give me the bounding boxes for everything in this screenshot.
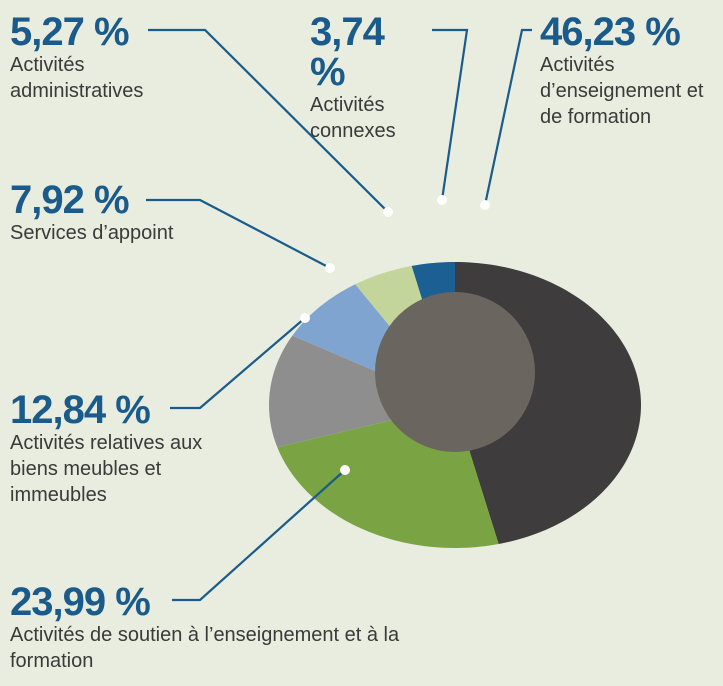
category-label: Activités connexes	[310, 94, 396, 142]
leader-dot	[340, 465, 350, 475]
center-photo	[375, 292, 535, 452]
value-label: 7,92 %	[10, 178, 130, 222]
leader-line	[146, 198, 331, 269]
leader-line	[148, 28, 389, 213]
leader-line	[172, 469, 346, 602]
leader-line	[170, 317, 306, 410]
value-label: 5,27 %	[10, 10, 130, 54]
value-label: 12,84 %	[10, 388, 151, 432]
leader-dot	[325, 263, 335, 273]
category-label: Activités relatives aux biens meubles et…	[10, 432, 203, 506]
slice-label: 12,84 % Activités relatives aux biens meu…	[10, 390, 225, 508]
slice-label: 3,74 % Activités connexes	[310, 12, 420, 144]
slice-label: 46,23 % Activités d’enseignement et de fo…	[540, 12, 720, 130]
leader-line	[483, 28, 532, 206]
leader-line	[432, 28, 469, 201]
leader-dot	[383, 207, 393, 217]
leader-dot	[300, 313, 310, 323]
category-label: Services d’appoint	[10, 222, 174, 244]
slice-label: 7,92 % Services d’appoint	[10, 180, 270, 246]
leader-dot	[437, 195, 447, 205]
slice	[269, 335, 455, 448]
slice-label: 5,27 % Activités administratives	[10, 12, 200, 104]
value-label: 46,23 %	[540, 10, 681, 54]
leader-lines	[146, 28, 532, 602]
value-label: 23,99 %	[10, 580, 151, 624]
value-label: 3,74 %	[310, 10, 385, 94]
category-label: Activités d’enseignement et de formation	[540, 54, 704, 128]
leader-dots	[300, 195, 490, 475]
category-label: Activités administratives	[10, 54, 144, 102]
slice-label: 23,99 % Activités de soutien à l’enseigne…	[10, 582, 410, 674]
category-label: Activités de soutien à l’enseignement et…	[10, 624, 400, 672]
leader-dot	[480, 200, 490, 210]
